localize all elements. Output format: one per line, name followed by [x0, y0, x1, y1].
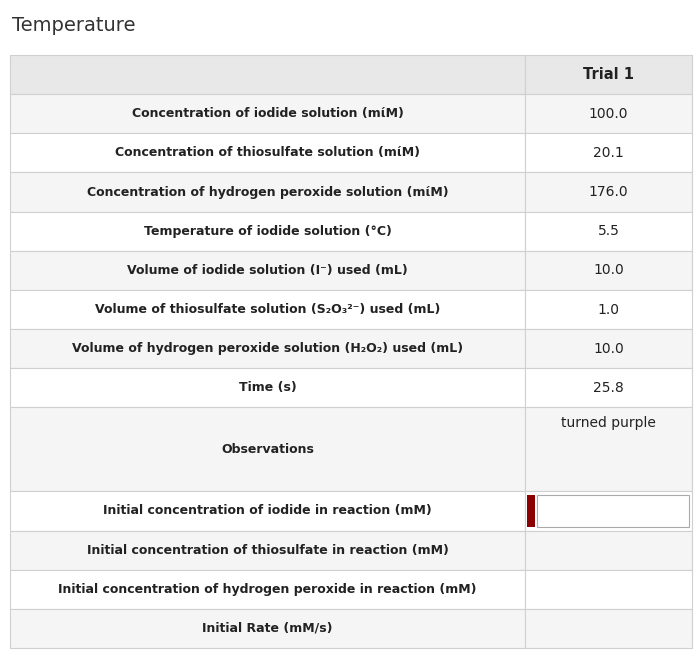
Bar [10, 172, 525, 212]
Text: Initial concentration of hydrogen peroxide in reaction (mM): Initial concentration of hydrogen peroxi… [58, 583, 477, 596]
Text: 10.0: 10.0 [593, 263, 624, 277]
Text: Initial concentration of thiosulfate in reaction (mM): Initial concentration of thiosulfate in … [87, 544, 449, 557]
Bar [525, 329, 692, 368]
Bar [525, 134, 692, 172]
Text: turned purple: turned purple [561, 415, 656, 430]
Text: Observations: Observations [221, 443, 314, 456]
Text: 100.0: 100.0 [589, 107, 628, 121]
Text: Volume of thiosulfate solution (S₂O₃²⁻) used (mL): Volume of thiosulfate solution (S₂O₃²⁻) … [94, 303, 440, 316]
Text: Temperature: Temperature [12, 16, 136, 35]
Text: Volume of hydrogen peroxide solution (H₂O₂) used (mL): Volume of hydrogen peroxide solution (H₂… [72, 342, 463, 355]
Text: 1.0: 1.0 [598, 303, 620, 316]
Bar [10, 251, 525, 290]
Text: 176.0: 176.0 [589, 185, 629, 199]
Bar [525, 94, 692, 134]
Bar [525, 251, 692, 290]
Bar [525, 172, 692, 212]
Text: Trial 1: Trial 1 [583, 67, 634, 82]
Bar [10, 368, 525, 407]
Bar [10, 531, 525, 570]
Text: 5.5: 5.5 [598, 224, 620, 238]
Text: Concentration of iodide solution (mίM): Concentration of iodide solution (mίM) [132, 107, 403, 121]
Bar [525, 368, 692, 407]
Text: 20.1: 20.1 [593, 146, 624, 160]
Bar [10, 55, 525, 94]
Text: 10.0: 10.0 [593, 342, 624, 356]
Text: Concentration of thiosulfate solution (mίM): Concentration of thiosulfate solution (m… [115, 147, 420, 159]
Text: 25.8: 25.8 [593, 381, 624, 395]
Bar [10, 94, 525, 134]
Bar [525, 531, 692, 570]
Text: Initial concentration of iodide in reaction (mM): Initial concentration of iodide in react… [103, 504, 432, 517]
Text: Time (s): Time (s) [239, 381, 296, 394]
Bar [10, 609, 525, 648]
Bar [10, 491, 525, 531]
Bar [10, 290, 525, 329]
Bar [10, 407, 525, 491]
Bar [525, 212, 692, 251]
Bar [525, 55, 692, 94]
Bar [525, 407, 692, 491]
Text: Temperature of iodide solution (°C): Temperature of iodide solution (°C) [144, 225, 391, 238]
Bar [525, 290, 692, 329]
Bar [525, 609, 692, 648]
Text: Initial Rate (mM/s): Initial Rate (mM/s) [202, 622, 332, 635]
Bar [10, 329, 525, 368]
Bar [525, 491, 692, 531]
Text: Volume of iodide solution (I⁻) used (mL): Volume of iodide solution (I⁻) used (mL) [127, 264, 408, 277]
Bar [10, 212, 525, 251]
Bar [10, 570, 525, 609]
Bar [527, 495, 535, 527]
Text: Concentration of hydrogen peroxide solution (mίM): Concentration of hydrogen peroxide solut… [87, 185, 448, 198]
Bar [10, 134, 525, 172]
Bar [537, 495, 689, 527]
Bar [525, 570, 692, 609]
